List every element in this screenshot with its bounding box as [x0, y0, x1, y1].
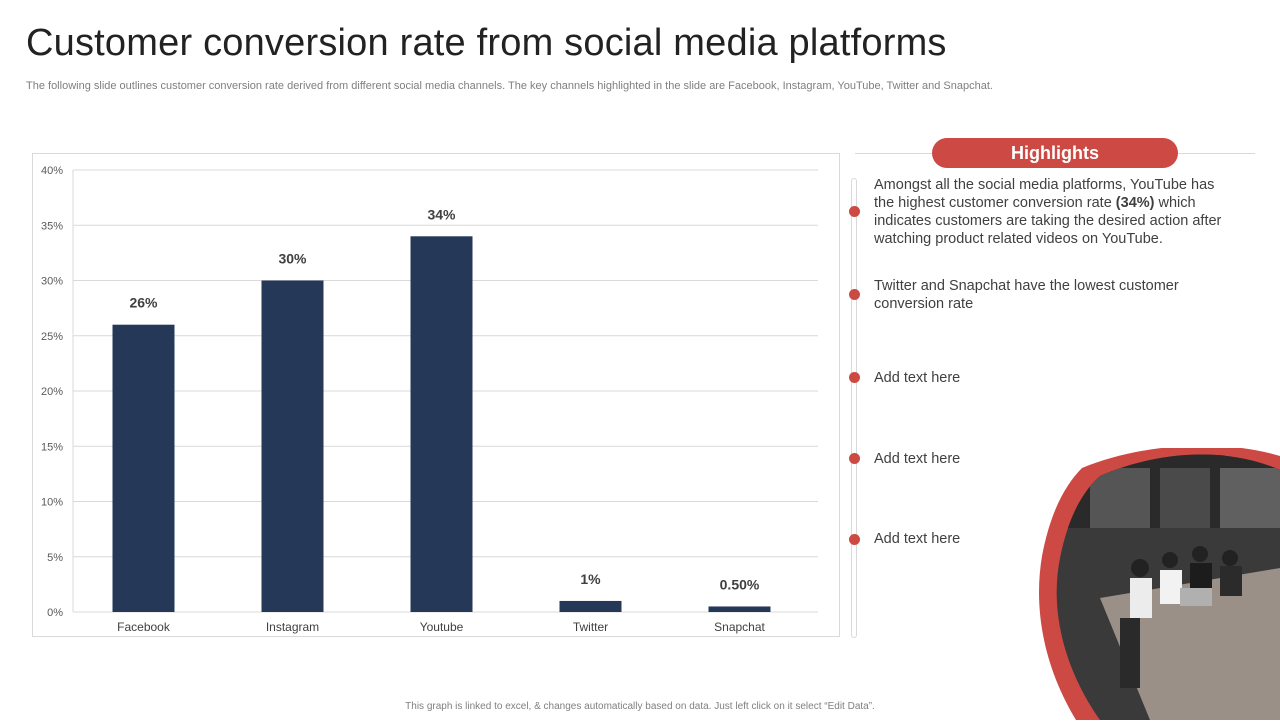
bar-facebook[interactable]	[112, 324, 175, 612]
y-tick-label: 20%	[41, 386, 63, 398]
highlight-item-1: Amongst all the social media platforms, …	[874, 176, 1234, 248]
data-label: 34%	[427, 206, 456, 222]
x-tick-label: Youtube	[420, 620, 464, 634]
y-tick-label: 35%	[41, 220, 63, 232]
highlight-item-3: Add text here	[874, 370, 961, 386]
y-tick-label: 40%	[41, 165, 63, 177]
highlight-item-1-value: (34%)	[1115, 195, 1155, 211]
data-label: 30%	[278, 251, 307, 267]
highlight-bullet-icon	[849, 289, 860, 300]
highlight-bullet-icon	[849, 534, 860, 545]
x-tick-label: Snapchat	[714, 620, 765, 634]
page-title: Customer conversion rate from social med…	[26, 22, 947, 64]
highlight-bullet-icon	[849, 372, 860, 383]
highlight-item-1-text-end: which indicates customers are taking the…	[874, 195, 1222, 247]
bar-twitter[interactable]	[559, 600, 622, 612]
y-tick-label: 0%	[47, 607, 63, 619]
meeting-photo	[1030, 445, 1280, 720]
page-subtitle: The following slide outlines customer co…	[26, 80, 993, 92]
data-label: 0.50%	[720, 576, 760, 592]
highlights-timeline	[851, 178, 857, 638]
data-label: 1%	[580, 571, 601, 587]
highlight-item-4: Add text here	[874, 451, 961, 467]
highlight-bullet-icon	[849, 453, 860, 464]
y-tick-label: 10%	[41, 497, 63, 509]
bar-youtube[interactable]	[410, 236, 473, 613]
y-tick-label: 25%	[41, 331, 63, 343]
y-tick-label: 30%	[41, 276, 63, 288]
highlight-item-1-text: Amongst all the social media platforms, …	[874, 177, 1215, 211]
chart-frame[interactable]: 0% 5% 10% 15% 20% 25% 30% 35% 40% 26% Facebook 30% I…	[32, 153, 840, 637]
bar-chart: 0% 5% 10% 15% 20% 25% 30% 35% 40% 26% Facebook 30% I…	[41, 165, 818, 634]
highlights-heading: Highlights	[932, 138, 1178, 168]
bar-snapchat[interactable]	[708, 606, 771, 612]
data-label: 26%	[129, 295, 158, 311]
highlight-item-5: Add text here	[874, 531, 961, 547]
x-tick-label: Twitter	[573, 620, 608, 634]
x-tick-label: Facebook	[117, 620, 171, 634]
highlight-item-2: Twitter and Snapchat have the lowest cus…	[874, 278, 1179, 312]
bar-instagram[interactable]	[261, 280, 324, 613]
footnote: This graph is linked to excel, & changes…	[405, 701, 875, 712]
x-tick-label: Instagram	[266, 620, 319, 634]
y-tick-label: 15%	[41, 441, 63, 453]
highlight-bullet-icon	[849, 206, 860, 217]
y-tick-label: 5%	[47, 552, 63, 564]
